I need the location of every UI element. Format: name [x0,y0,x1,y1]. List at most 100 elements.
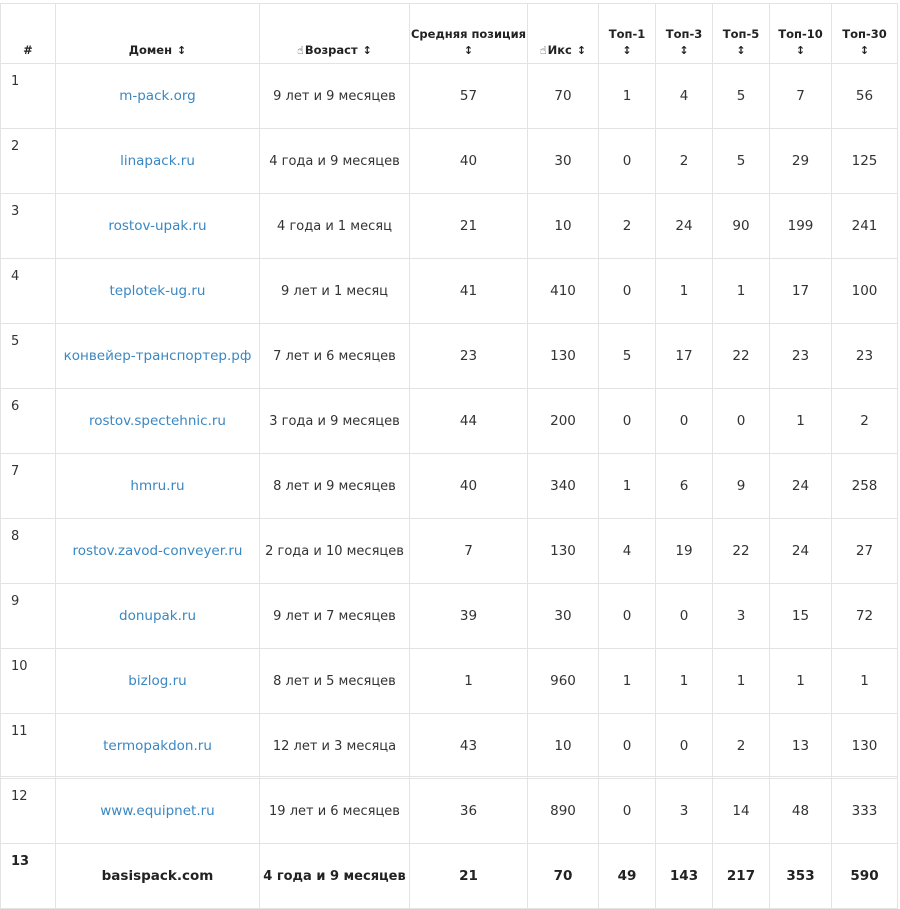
domain-age: 4 года и 9 месяцев [263,868,406,884]
top5-count: 1 [736,673,746,689]
top30-count-cell: 1 [831,648,898,714]
top30-count: 23 [855,348,874,364]
top5-count-cell: 9 [712,453,770,519]
iks-value: 10 [554,738,572,754]
domain-link-cell: конвейер-транспортер.рф [55,323,260,389]
row-number: 9 [11,594,20,609]
top3-count-cell: 24 [655,193,713,259]
top30-count: 590 [850,868,879,884]
domain-link[interactable]: teplotek-ug.ru [109,283,206,299]
domain-link[interactable]: termopakdon.ru [103,738,212,754]
top5-count: 9 [736,478,746,494]
top1-count: 1 [622,88,632,104]
top5-count-cell: 22 [712,323,770,389]
top3-count: 19 [675,543,693,559]
col-header-top3[interactable]: Топ-3 ↕ [655,3,713,64]
sort-arrows-icon[interactable]: ↕ [736,44,746,57]
top5-count: 2 [736,738,746,754]
top5-count: 14 [732,803,750,819]
iks-value: 890 [550,803,576,819]
top5-count: 5 [736,153,746,169]
domain-age: 8 лет и 5 месяцев [273,673,396,689]
top30-count: 130 [851,738,878,754]
table-row: 12 www.equipnet.ru 19 лет и 6 месяцев 36 890… [0,778,898,844]
domain-link[interactable]: конвейер-транспортер.рф [63,348,252,364]
domain-link[interactable]: rostov.zavod-conveyer.ru [72,543,243,559]
col-header-age[interactable]: ☝Возраст ↕ [259,3,410,64]
top10-count-cell: 24 [769,518,832,584]
domain-link-cell: m-pack.org [55,63,260,129]
table-row: 8 rostov.zavod-conveyer.ru 2 года и 10 мес… [0,518,898,584]
avg-position-cell: 40 [409,453,528,519]
top30-count: 2 [860,413,869,429]
row-number: 1 [11,74,20,89]
row-number-cell: 6 [0,388,56,454]
domain-age: 19 лет и 6 месяцев [269,803,400,819]
domain-link[interactable]: rostov-upak.ru [108,218,207,234]
row-number-cell: 9 [0,583,56,649]
top5-count-cell: 2 [712,713,770,779]
top10-count-cell: 1 [769,648,832,714]
row-number: 8 [11,529,20,544]
top3-count: 6 [679,478,689,494]
top10-count: 13 [791,738,810,754]
domain-link[interactable]: donupak.ru [119,608,196,624]
domain-link[interactable]: m-pack.org [119,88,196,104]
domain-link[interactable]: hmru.ru [130,478,185,494]
top5-count-cell: 5 [712,63,770,129]
top1-count-cell: 4 [598,518,656,584]
sort-arrows-icon[interactable]: ↕ [795,44,806,57]
top1-count-cell: 5 [598,323,656,389]
col-header-top5[interactable]: Топ-5 ↕ [712,3,770,64]
domain-link[interactable]: www.equipnet.ru [100,803,215,819]
col-header-num: # [0,3,56,64]
col-header-top10[interactable]: Топ-10 ↕ [769,3,832,64]
domain-age-cell: 19 лет и 6 месяцев [259,778,410,844]
sort-arrows-icon[interactable]: ↕ [622,44,632,57]
top30-count-cell: 27 [831,518,898,584]
domain-link[interactable]: linapack.ru [120,153,195,169]
sort-arrows-icon[interactable]: ↕ [576,44,587,57]
top30-count-cell: 2 [831,388,898,454]
domains-table: # Домен ↕ ☝Возраст ↕ Средняя позиция ↕ ☝… [0,3,898,909]
domain-link[interactable]: bizlog.ru [128,673,187,689]
avg-position-cell: 23 [409,323,528,389]
domain-age-cell: 4 года и 9 месяцев [259,843,410,909]
top10-count: 24 [791,478,810,494]
top5-count-cell: 3 [712,583,770,649]
col-header-domain[interactable]: Домен ↕ [55,3,260,64]
top10-count: 24 [791,543,810,559]
col-header-top30[interactable]: Топ-30 ↕ [831,3,898,64]
top30-count: 241 [851,218,878,234]
col-header-avg-position[interactable]: Средняя позиция ↕ [409,3,528,64]
table-row: 1 m-pack.org 9 лет и 9 месяцев 57 70 1 4 5 7 56 [0,63,898,129]
iks-header-label: Икс [547,43,572,57]
sort-arrows-icon[interactable]: ↕ [463,44,474,57]
top10-count-cell: 1 [769,388,832,454]
row-number-cell: 12 [0,778,56,844]
domain-link-cell: rostov.zavod-conveyer.ru [55,518,260,584]
top1-header-label: Топ-1 [608,27,646,41]
row-number: 7 [11,464,20,479]
domain-age-cell: 9 лет и 7 месяцев [259,583,410,649]
top1-count-cell: 0 [598,258,656,324]
sort-arrows-icon[interactable]: ↕ [177,44,187,57]
table-body: 1 m-pack.org 9 лет и 9 месяцев 57 70 1 4 5 7 56 2 l… [0,63,898,909]
domain-link[interactable]: rostov.spectehnic.ru [89,413,226,429]
iks-value: 70 [553,868,573,884]
top30-count-cell: 590 [831,843,898,909]
sort-arrows-icon[interactable]: ↕ [679,44,689,57]
row-number: 4 [11,269,20,284]
domain-age-cell: 3 года и 9 месяцев [259,388,410,454]
top1-count-cell: 2 [598,193,656,259]
sort-arrows-icon[interactable]: ↕ [859,44,870,57]
col-header-top1[interactable]: Топ-1 ↕ [598,3,656,64]
top30-count-cell: 125 [831,128,898,194]
iks-value: 30 [554,608,572,624]
domain-link-cell: termopakdon.ru [55,713,260,779]
col-header-iks[interactable]: ☝Икс ↕ [527,3,599,64]
domain-age-cell: 2 года и 10 месяцев [259,518,410,584]
sort-arrows-icon[interactable]: ↕ [362,44,372,57]
domain-link-cell: basispack.com [55,843,260,909]
top10-header-label: Топ-10 [778,27,823,41]
